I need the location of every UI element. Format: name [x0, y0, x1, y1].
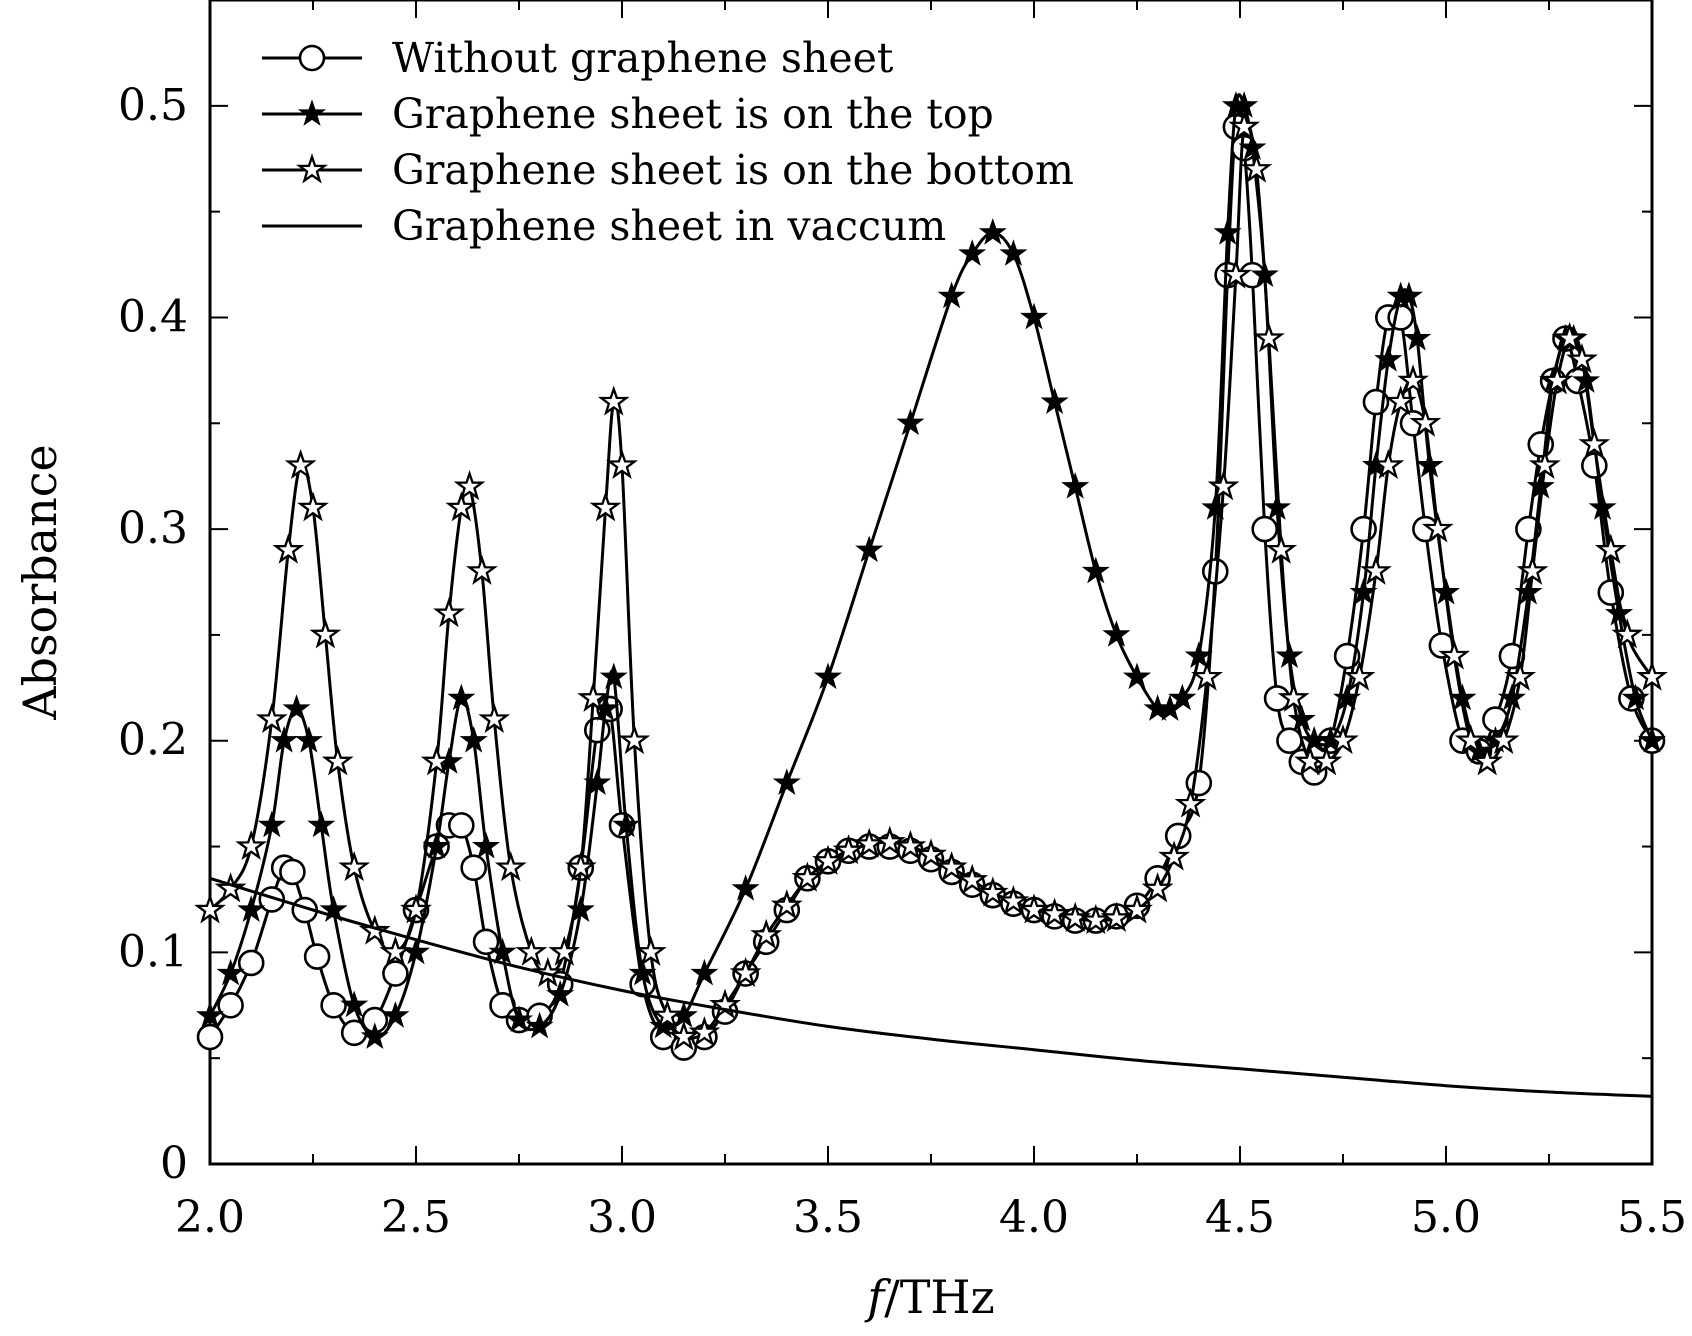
series-3-point [286, 451, 315, 478]
series-1-point [237, 949, 265, 977]
series-2-point [897, 409, 924, 435]
x-tick-label: 5.5 [1617, 1192, 1687, 1243]
series-2-point [814, 663, 842, 689]
series-2-point [1020, 303, 1048, 329]
series-4-line [209, 876, 1653, 1098]
y-tick-label: 0.2 [118, 715, 188, 766]
x-tick-labels: 2.0 2.5 3.0 3.5 4.0 4.5 5.0 5.5 [175, 1192, 1687, 1243]
x-tick-label: 2.5 [381, 1192, 451, 1243]
series-2-point [1123, 663, 1151, 689]
series-3-point [237, 832, 265, 859]
legend-marker [298, 44, 326, 72]
legend-entry: Graphene sheet in vaccum [262, 202, 946, 250]
series-2-point [1082, 557, 1109, 583]
y-tick-label: 0.1 [118, 926, 188, 977]
series-1-point [460, 854, 487, 882]
legend-marker [298, 100, 326, 126]
legend-entry: Graphene sheet is on the bottom [262, 146, 1074, 194]
series-1-point [1581, 452, 1608, 479]
legend-label: Without graphene sheet [392, 34, 894, 82]
series-1-point [448, 812, 475, 839]
series-1-point [320, 991, 347, 1019]
series-1-point [303, 943, 331, 970]
series-1-point [1251, 515, 1279, 543]
legend-entry: Without graphene sheet [262, 34, 894, 82]
series-1-point [1276, 727, 1303, 755]
x-tick-label: 2.0 [175, 1192, 245, 1243]
series-3-point [517, 938, 546, 965]
legend-entry: Graphene sheet is on the top [262, 90, 994, 138]
y-tick-label: 0.3 [118, 503, 188, 554]
series-2-point [448, 684, 475, 710]
series-2-point [773, 769, 800, 795]
x-tick-label: 4.0 [999, 1192, 1069, 1243]
series-1-point [279, 858, 306, 886]
series-2-point [691, 959, 718, 985]
y-tick-label: 0 [160, 1138, 188, 1189]
series-3 [196, 112, 1666, 1049]
series-1-point [258, 886, 286, 913]
series-2-point [341, 991, 368, 1017]
series-1-point [217, 991, 244, 1019]
x-tick-label: 3.5 [793, 1192, 863, 1243]
series-2-point [283, 695, 310, 721]
x-axis-title: f/THz [864, 1270, 995, 1324]
legend-label: Graphene sheet is on the bottom [392, 146, 1074, 194]
series-2-point [1000, 240, 1027, 266]
x-tick-label: 5.0 [1411, 1192, 1481, 1243]
series-4 [209, 876, 1653, 1098]
series-2-point [856, 536, 883, 562]
x-tick-label: 4.5 [1205, 1192, 1275, 1243]
series-2-point [732, 875, 759, 901]
series-2-point [1041, 388, 1068, 414]
series-1-point [583, 716, 611, 744]
legend-label: Graphene sheet is on the top [392, 90, 994, 138]
y-tick-labels: 0 0.1 0.2 0.3 0.4 0.5 [118, 80, 188, 1189]
axis-ticks [209, 0, 1653, 1165]
legend-label: Graphene sheet in vaccum [392, 202, 946, 250]
series-3-point [340, 853, 368, 880]
y-axis-title: Absorbance [13, 444, 67, 720]
series-2-point [1062, 473, 1089, 498]
series-1-point [196, 1023, 224, 1051]
x-axis-unit: /THz [884, 1270, 995, 1324]
series-layer [196, 92, 1666, 1098]
legend-marker [298, 155, 326, 182]
series-2-point [959, 240, 986, 266]
legend: Without graphene sheet Graphene sheet is … [262, 34, 1074, 250]
series-2-point [938, 282, 965, 308]
series-1-point [382, 960, 409, 987]
y-tick-label: 0.5 [118, 80, 188, 131]
y-tick-label: 0.4 [118, 291, 188, 342]
series-2-point [1103, 621, 1130, 647]
x-tick-label: 3.0 [587, 1192, 657, 1243]
